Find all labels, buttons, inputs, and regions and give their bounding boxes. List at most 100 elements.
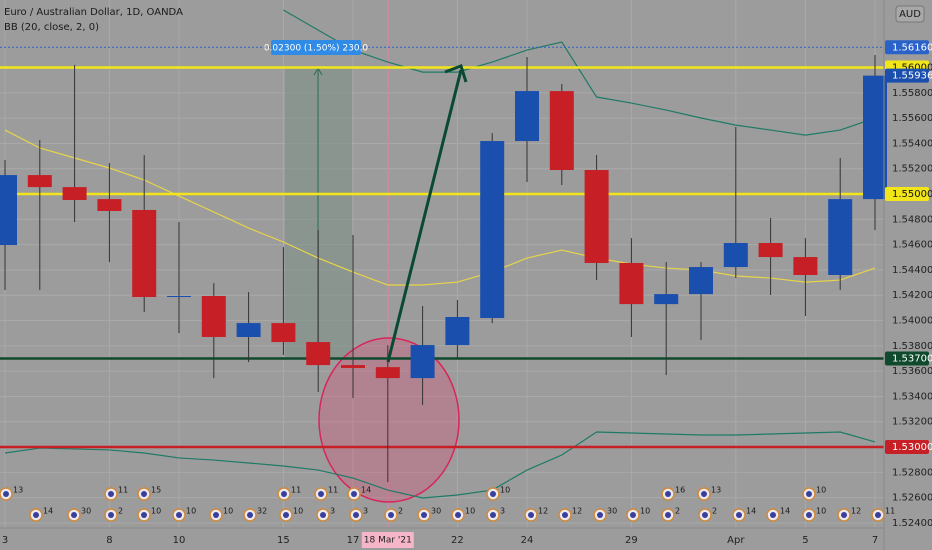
event-count: 15: [151, 486, 161, 495]
event-flag: [841, 512, 847, 518]
event-count: 12: [572, 507, 582, 516]
event-count: 30: [81, 507, 91, 516]
y-tick-label: 1.54800: [892, 214, 932, 225]
plot: [0, 9, 887, 499]
event-flag: [141, 512, 147, 518]
y-tick-label: 1.52400: [892, 518, 932, 529]
measure-label-box: [271, 40, 361, 55]
candle-body: [341, 365, 365, 368]
event-count: 13: [13, 486, 23, 495]
candle-body: [619, 262, 644, 305]
y-tick-label: 1.52600: [892, 493, 932, 504]
event-flag: [176, 512, 182, 518]
event-flag: [421, 512, 427, 518]
event-count: 3: [330, 507, 335, 516]
y-tick-label: 1.53800: [892, 341, 932, 352]
event-flag: [490, 512, 496, 518]
event-count: 2: [712, 507, 717, 516]
event-flag: [353, 512, 359, 518]
indicator-label: BB (20, close, 2, 0): [4, 22, 99, 33]
event-flag: [736, 512, 742, 518]
event-flag: [455, 512, 461, 518]
candle-body: [0, 175, 17, 246]
trend-arrow: [386, 69, 463, 363]
x-tick-label: 5: [802, 535, 808, 546]
currency-box[interactable]: [895, 5, 925, 23]
event-flag: [562, 512, 568, 518]
event-count: 12: [538, 507, 548, 516]
y-tick-label: 1.55400: [892, 138, 932, 149]
event-flag: [247, 512, 253, 518]
event-count: 10: [640, 507, 650, 516]
event-count: 14: [43, 507, 53, 516]
event-count: 11: [291, 486, 301, 495]
event-flag: [770, 512, 776, 518]
chart-title: Euro / Australian Dollar, 1D, OANDA: [4, 7, 183, 18]
event-count: 10: [151, 507, 161, 516]
candle-body: [27, 175, 52, 188]
y-tick-label: 1.53400: [892, 391, 932, 402]
currency[interactable]: AUD: [899, 9, 921, 20]
event-count: 2: [118, 507, 123, 516]
y-tick-label: 1.55800: [892, 88, 932, 99]
y-tick-label: 1.54200: [892, 290, 932, 301]
event-flag: [318, 491, 324, 497]
level-label: 1.55000: [892, 189, 932, 200]
x-tick-label: 3: [2, 535, 8, 546]
candle-body: [480, 141, 505, 319]
event-count: 11: [118, 486, 128, 495]
candle-body: [689, 267, 713, 295]
event-count: 2: [675, 507, 680, 516]
event-count: 11: [885, 507, 895, 516]
x-tick-label: 15: [277, 535, 290, 546]
event-flag: [108, 491, 114, 497]
bb-lower: [4, 431, 876, 499]
event-count: 10: [816, 486, 826, 495]
price-axis: 1.52400 1.52600 1.52800 1.53200 1.53400 1.536…: [883, 0, 932, 550]
event-count: 13: [711, 486, 721, 495]
event-flag: [141, 491, 147, 497]
candle-body: [132, 209, 157, 298]
event-count: 12: [851, 507, 861, 516]
x-highlight-box: [361, 532, 414, 548]
event-flag: [665, 491, 671, 497]
level-label: 1.56000: [892, 63, 932, 74]
highlight-circle: [318, 337, 460, 503]
event-count: 30: [431, 507, 441, 516]
x-tick-label: 18 Mar '21: [364, 536, 412, 546]
event-flag: [33, 512, 39, 518]
event-flag: [875, 512, 881, 518]
x-tick-label: Apr: [727, 535, 745, 546]
event-flag: [630, 512, 636, 518]
event-flag: [528, 512, 534, 518]
event-count: 10: [223, 507, 233, 516]
event-flag: [806, 512, 812, 518]
event-count: 11: [328, 486, 338, 495]
event-flag: [71, 512, 77, 518]
event-count: 2: [398, 507, 403, 516]
candle-body: [167, 296, 191, 298]
level-label: 1.53700: [892, 353, 932, 364]
candle-body: [306, 342, 331, 366]
y-tick-label: 1.53200: [892, 417, 932, 428]
x-tick-label: 29: [625, 535, 638, 546]
event-count: 10: [186, 507, 196, 516]
event-count: 10: [500, 486, 510, 495]
candle-body: [549, 91, 574, 171]
level-label-box: [885, 351, 929, 366]
event-flag: [702, 512, 708, 518]
event-flag: [806, 491, 812, 497]
event-count: 3: [500, 507, 505, 516]
level-label: 1.56160: [892, 42, 932, 53]
y-tick-label: 1.52800: [892, 467, 932, 478]
event-flag: [283, 512, 289, 518]
candle-body: [410, 345, 435, 379]
candle-body: [236, 323, 261, 337]
candle-body: [375, 367, 400, 379]
event-flag: [665, 512, 671, 518]
candle-body: [515, 91, 539, 142]
x-tick-label: 8: [106, 535, 112, 546]
trend-arrow-head: [444, 64, 468, 83]
